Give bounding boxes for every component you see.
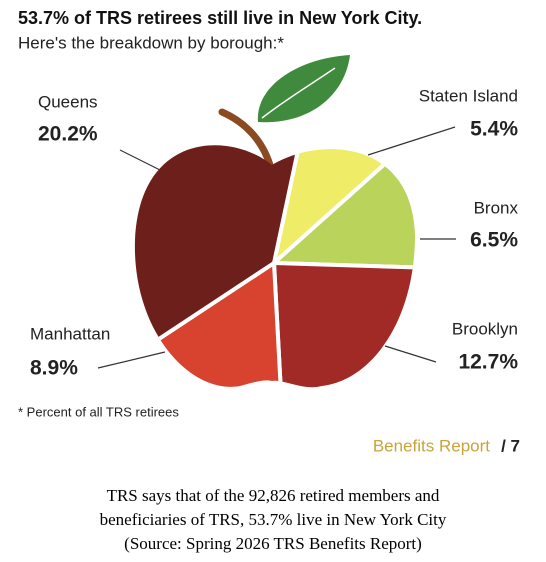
footer: Benefits Report — [373, 436, 490, 455]
leader-line — [384, 345, 437, 363]
pie-slice — [270, 145, 415, 269]
slice-label: Staten Island — [419, 86, 518, 105]
value-label: 5.4% — [470, 118, 518, 141]
caption: (Source: Spring 2026 TRS Benefits Report… — [124, 534, 422, 553]
slice-label: Queens — [38, 92, 98, 111]
value-label: 8.9% — [30, 357, 78, 380]
page-number: / 7 — [501, 436, 520, 455]
leader-line — [367, 126, 456, 156]
pie-slice — [134, 145, 331, 388]
leader-line — [97, 351, 166, 369]
value-label: 6.5% — [470, 229, 518, 252]
slice-label: Bronx — [474, 198, 519, 217]
footnote: * Percent of all TRS retirees — [18, 404, 179, 419]
leaf-vein — [261, 67, 336, 119]
pie-slice — [271, 260, 415, 388]
stem — [218, 108, 274, 169]
slice-label: Brooklyn — [452, 319, 518, 338]
pie-slice — [134, 259, 291, 388]
leader-line — [119, 149, 161, 171]
caption: TRS says that of the 92,826 retired memb… — [107, 486, 440, 505]
value-label: 12.7% — [458, 351, 518, 374]
caption: beneficiaries of TRS, 53.7% live in New … — [100, 510, 447, 529]
value-label: 20.2% — [38, 123, 98, 146]
chart-subtitle: Here's the breakdown by borough:* — [18, 33, 284, 52]
chart-title: 53.7% of TRS retirees still live in New … — [18, 8, 422, 28]
slice-label: Manhattan — [30, 324, 110, 343]
